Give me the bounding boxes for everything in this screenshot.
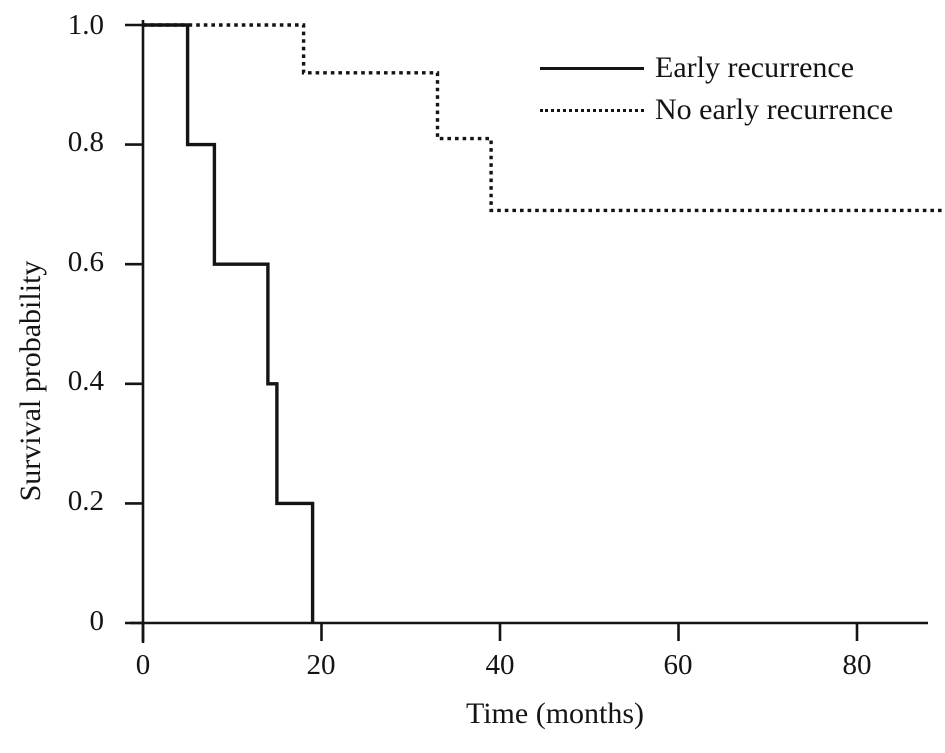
- ytick-label-0.4: 0.4: [67, 365, 104, 397]
- ytick-label-1.0: 1.0: [67, 9, 104, 41]
- xtick-label-80: 80: [842, 649, 872, 681]
- y-axis-title: Survival probability: [14, 260, 47, 502]
- dotted-line-swatch: [540, 108, 644, 112]
- ytick-label-0.8: 0.8: [67, 126, 104, 158]
- ytick-label-0.6: 0.6: [67, 246, 104, 278]
- ytick-label-0: 0: [89, 605, 105, 637]
- legend-item-no-early-recurrence: No early recurrence: [540, 89, 893, 131]
- legend-label: No early recurrence: [655, 93, 894, 126]
- km-curve-no-early-recurrence: [143, 23, 945, 213]
- legend: Early recurrence No early recurrence: [540, 47, 893, 131]
- x-axis-title: Time (months): [465, 697, 645, 730]
- legend-item-early-recurrence: Early recurrence: [540, 47, 893, 89]
- xtick-label-40: 40: [485, 649, 515, 681]
- ytick-label-0.2: 0.2: [67, 485, 104, 517]
- km-curve-early-recurrence: [143, 23, 315, 623]
- xtick-label-20: 20: [306, 649, 336, 681]
- xtick-label-0: 0: [135, 649, 151, 681]
- solid-line-swatch: [540, 66, 644, 70]
- xtick-label-60: 60: [663, 649, 693, 681]
- legend-label: Early recurrence: [655, 51, 855, 84]
